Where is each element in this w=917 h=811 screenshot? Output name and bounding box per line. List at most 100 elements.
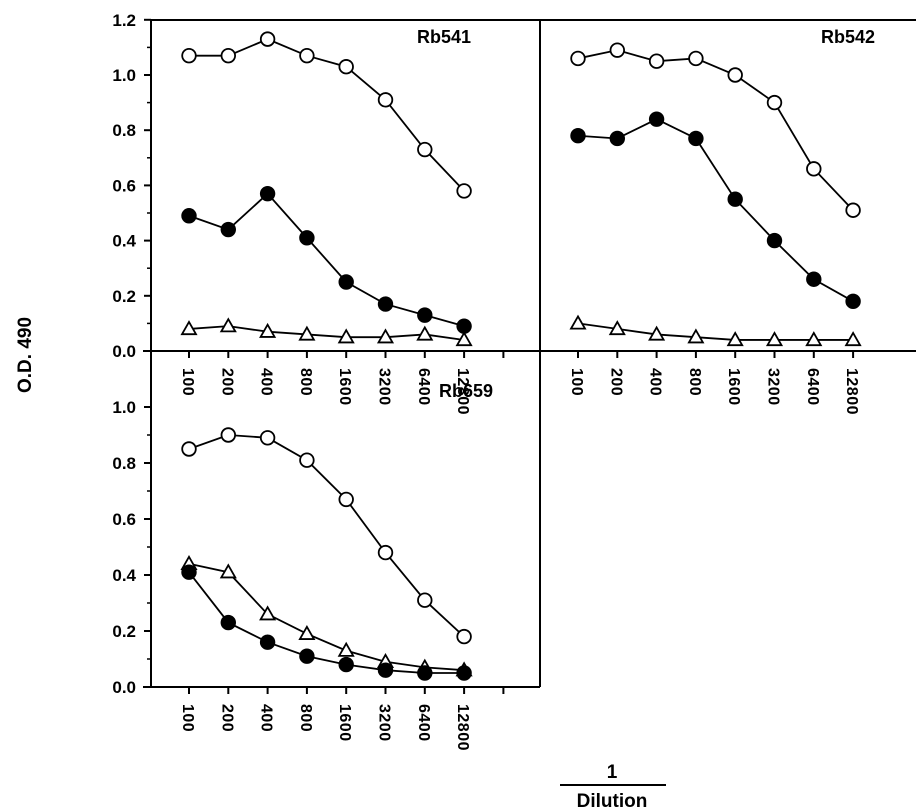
- panel-label-rb541: Rb541: [417, 27, 471, 47]
- data-point-filled-circle: [299, 648, 315, 664]
- data-point-open-triangle: [569, 314, 587, 330]
- x-tick-label: 1600: [336, 704, 353, 742]
- data-point-open-triangle: [259, 322, 277, 338]
- data-point-open-circle: [456, 183, 472, 199]
- data-point-open-triangle: [337, 328, 355, 344]
- data-point-filled-circle: [456, 665, 472, 681]
- y-tick-label: 1.2: [112, 11, 136, 30]
- data-point-open-circle: [570, 50, 586, 67]
- data-point-filled-circle: [417, 307, 433, 323]
- x-tick-label: 400: [258, 704, 275, 732]
- y-tick-label: 0.4: [112, 232, 136, 251]
- data-point-filled-circle: [688, 130, 704, 147]
- series-line-open-circle: [577, 49, 854, 211]
- series-line-open-triangle: [577, 322, 854, 341]
- series-line-open-triangle: [188, 325, 465, 341]
- axes-frames: [143, 19, 916, 688]
- data-point-open-circle: [181, 441, 197, 457]
- data-point-filled-circle: [259, 634, 276, 650]
- data-point-filled-circle: [806, 271, 822, 287]
- y-tick-label: 0.6: [112, 510, 136, 529]
- x-tick-label: 6400: [415, 368, 432, 406]
- x-tick-label: 200: [218, 368, 235, 396]
- x-tick-label: 100: [568, 368, 585, 396]
- data-point-open-circle: [417, 592, 433, 608]
- data-point-filled-circle: [299, 230, 315, 246]
- x-tick-label: 12800: [454, 368, 471, 415]
- data-point-filled-circle: [727, 191, 743, 207]
- x-axis-title-numerator: 1: [607, 762, 618, 783]
- x-tick-label: 1600: [336, 368, 353, 406]
- data-point-open-circle: [456, 628, 472, 645]
- series-layer: [180, 31, 862, 681]
- data-point-filled-circle: [570, 128, 586, 144]
- data-point-filled-circle: [609, 130, 626, 147]
- y-tick-label: 0.8: [112, 454, 136, 473]
- data-point-open-triangle: [726, 331, 744, 347]
- data-point-open-circle: [688, 50, 704, 67]
- y-tick-label: 0.2: [112, 622, 136, 641]
- data-point-filled-circle: [338, 274, 354, 290]
- x-tick-label: 100: [179, 704, 196, 732]
- x-tick-label: 800: [297, 368, 314, 396]
- data-point-open-triangle: [259, 605, 277, 621]
- series-line-filled-circle: [188, 192, 465, 328]
- x-tick-label: 100: [179, 368, 196, 396]
- data-point-open-triangle: [180, 320, 198, 336]
- data-point-open-circle: [299, 47, 315, 64]
- data-point-open-circle: [259, 430, 276, 446]
- data-point-open-triangle: [298, 325, 316, 341]
- data-point-filled-circle: [338, 656, 354, 673]
- data-point-open-triangle: [337, 641, 355, 657]
- x-axis-title-denominator: Dilution: [577, 791, 648, 811]
- x-tick-label: 200: [218, 704, 235, 732]
- data-point-open-circle: [338, 59, 354, 75]
- y-tick-label: 1.0: [112, 398, 136, 417]
- x-tick-label: 3200: [376, 704, 393, 742]
- x-axis-ticks: 100 200 400 800 1600 3200 6400 12800 100 200 400 80…: [179, 351, 860, 751]
- y-tick-label: 0.2: [112, 287, 136, 306]
- data-point-open-circle: [648, 53, 665, 69]
- data-point-open-circle: [220, 427, 237, 443]
- panel-label-rb659: Rb659: [439, 381, 493, 401]
- data-point-open-triangle: [298, 624, 316, 640]
- data-point-open-triangle: [219, 563, 237, 579]
- x-tick-label: 1600: [725, 368, 742, 406]
- data-point-filled-circle: [766, 232, 783, 249]
- data-point-open-triangle: [648, 325, 666, 341]
- y-tick-label: 0.0: [112, 678, 136, 697]
- x-tick-label: 6400: [415, 704, 432, 742]
- y-tick-label: 0.0: [112, 342, 136, 361]
- y-axis-title: O.D. 490: [15, 317, 36, 393]
- data-point-open-triangle: [219, 317, 237, 333]
- data-point-open-triangle: [608, 320, 626, 336]
- panel-label-rb542: Rb542: [821, 27, 875, 47]
- data-point-filled-circle: [220, 221, 237, 238]
- data-point-filled-circle: [259, 185, 276, 202]
- data-point-open-circle: [377, 544, 394, 561]
- x-tick-label: 12800: [843, 368, 860, 415]
- x-tick-label: 400: [647, 368, 664, 396]
- data-point-open-circle: [417, 141, 433, 158]
- data-point-open-circle: [259, 31, 276, 47]
- data-point-open-circle: [609, 42, 626, 58]
- data-point-filled-circle: [377, 296, 394, 312]
- data-point-filled-circle: [648, 111, 665, 127]
- data-point-open-circle: [220, 47, 237, 64]
- x-tick-label: 200: [607, 368, 624, 396]
- data-point-filled-circle: [456, 318, 472, 334]
- y-tick-label: 0.6: [112, 176, 136, 195]
- x-tick-label: 400: [258, 368, 275, 396]
- data-point-filled-circle: [845, 293, 861, 310]
- data-point-open-circle: [766, 94, 783, 111]
- x-tick-label: 800: [686, 368, 703, 396]
- data-point-open-triangle: [765, 331, 784, 347]
- data-point-filled-circle: [181, 564, 197, 580]
- data-point-filled-circle: [181, 208, 197, 224]
- data-point-open-circle: [377, 92, 394, 108]
- series-line-open-triangle: [188, 562, 465, 672]
- y-tick-label: 1.0: [112, 66, 136, 85]
- x-tick-label: 800: [297, 704, 314, 732]
- x-tick-label: 6400: [804, 368, 821, 406]
